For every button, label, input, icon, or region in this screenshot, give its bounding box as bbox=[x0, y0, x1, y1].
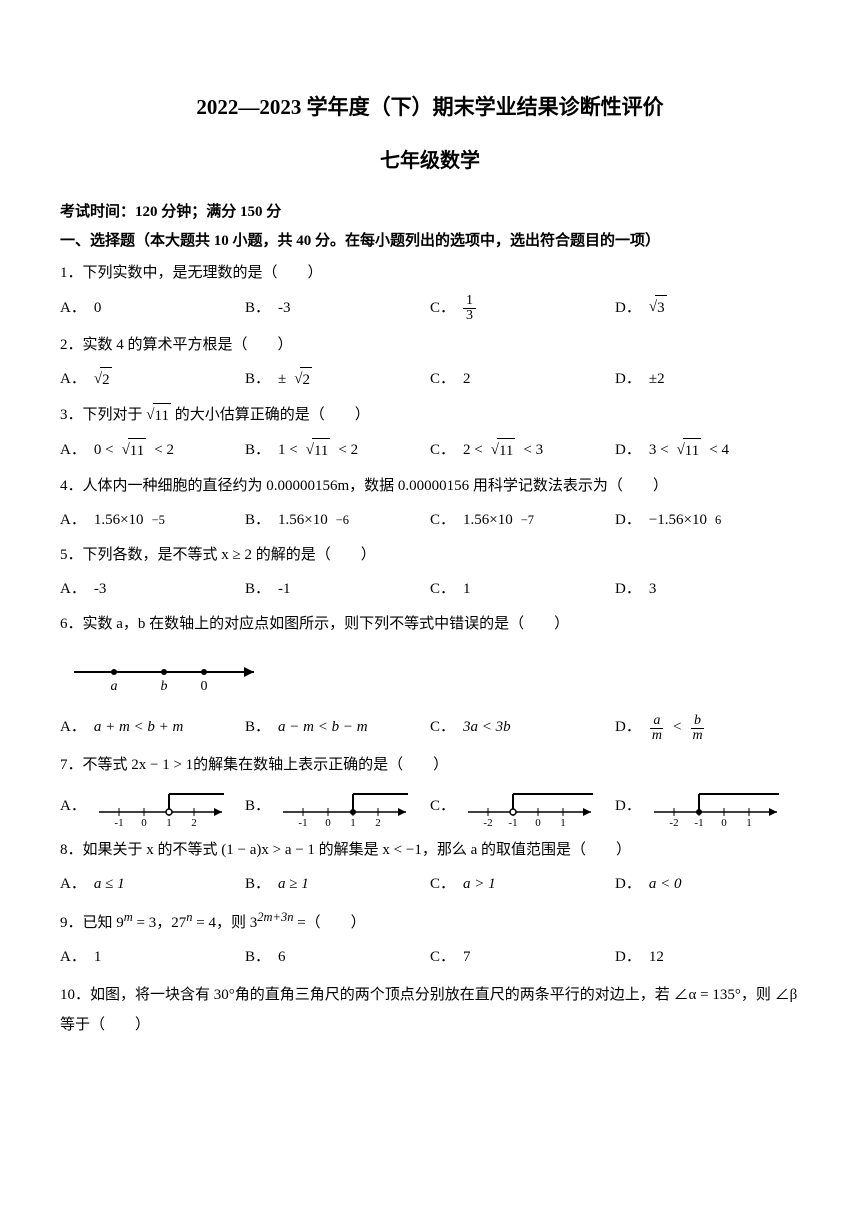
svg-text:b: b bbox=[161, 679, 168, 694]
q4-opt-d: D．−1.56×106 bbox=[615, 508, 800, 534]
q6-opt-a: A．a + m < b + m bbox=[60, 715, 245, 741]
q1-opt-b: B．-3 bbox=[245, 296, 430, 322]
sqrt-icon: √11 bbox=[491, 438, 516, 465]
svg-text:-2: -2 bbox=[483, 817, 492, 828]
sqrt-icon: √11 bbox=[122, 438, 147, 465]
svg-text:1: 1 bbox=[350, 817, 356, 828]
svg-text:2: 2 bbox=[191, 817, 197, 828]
q5-opt-c: C．1 bbox=[430, 577, 615, 603]
q9-opt-c: C．7 bbox=[430, 945, 615, 971]
q7-opt-b: B． -1 0 1 2 bbox=[245, 786, 430, 828]
q2-opt-a: A． √2 bbox=[60, 367, 245, 394]
q8-stem: 8．如果关于 x 的不等式 (1 − a)x > a − 1 的解集是 x < … bbox=[60, 838, 800, 864]
q5-opt-d: D．3 bbox=[615, 577, 800, 603]
q4-opt-a: A．1.56×10−5 bbox=[60, 508, 245, 534]
numberline-b-icon: -1 0 1 2 bbox=[278, 786, 413, 828]
q2-opt-b: B． ± √2 bbox=[245, 367, 430, 394]
q3-opt-b: B． 1 < √11 < 2 bbox=[245, 438, 430, 465]
section-header: 一、选择题（本大题共 10 小题，共 40 分。在每小题列出的选项中，选出符合题… bbox=[60, 229, 800, 255]
q7-stem: 7．不等式 2x − 1 > 1的解集在数轴上表示正确的是（ ） bbox=[60, 753, 800, 779]
q5-opt-a: A．-3 bbox=[60, 577, 245, 603]
q3-opt-d: D． 3 < √11 < 4 bbox=[615, 438, 800, 465]
svg-text:2: 2 bbox=[375, 817, 381, 828]
q3-opt-c: C． 2 < √11 < 3 bbox=[430, 438, 615, 465]
q6-opt-d: D． a m < b m bbox=[615, 714, 800, 743]
q9-opt-a: A．1 bbox=[60, 945, 245, 971]
fraction-icon: a m bbox=[649, 714, 665, 743]
svg-text:1: 1 bbox=[560, 817, 566, 828]
q4-options: A．1.56×10−5 B．1.56×10−6 C．1.56×10−7 D．−1… bbox=[60, 508, 800, 534]
q7-options: A． -1 0 1 2 B． -1 0 bbox=[60, 786, 800, 828]
q1-opt-a: A．0 bbox=[60, 296, 245, 322]
svg-text:1: 1 bbox=[746, 817, 752, 828]
sqrt-icon: √11 bbox=[677, 438, 702, 465]
q9-opt-b: B．6 bbox=[245, 945, 430, 971]
title-main: 2022—2023 学年度（下）期末学业结果诊断性评价 bbox=[60, 90, 800, 126]
q8-opt-b: B．a ≥ 1 bbox=[245, 872, 430, 898]
q4-opt-c: C．1.56×10−7 bbox=[430, 508, 615, 534]
q1-opt-c: C． 1 3 bbox=[430, 294, 615, 323]
q3-options: A． 0 < √11 < 2 B． 1 < √11 < 2 C． 2 < √11… bbox=[60, 438, 800, 465]
svg-text:0: 0 bbox=[201, 679, 208, 694]
sqrt-icon: √2 bbox=[294, 367, 312, 394]
q7-opt-d: D． -2 -1 0 1 bbox=[615, 786, 800, 828]
q9-opt-d: D．12 bbox=[615, 945, 800, 971]
svg-text:0: 0 bbox=[141, 817, 147, 828]
svg-text:0: 0 bbox=[721, 817, 727, 828]
q2-opt-d: D．±2 bbox=[615, 367, 800, 393]
q2-opt-c: C．2 bbox=[430, 367, 615, 393]
q4-stem: 4．人体内一种细胞的直径约为 0.00000156m，数据 0.00000156… bbox=[60, 474, 800, 500]
q6-stem: 6．实数 a，b 在数轴上的对应点如图所示，则下列不等式中错误的是（ ） bbox=[60, 612, 800, 638]
svg-text:0: 0 bbox=[325, 817, 331, 828]
q5-options: A．-3 B．-1 C．1 D．3 bbox=[60, 577, 800, 603]
sqrt-icon: √3 bbox=[649, 295, 667, 322]
svg-text:a: a bbox=[111, 679, 118, 694]
q9-options: A．1 B．6 C．7 D．12 bbox=[60, 945, 800, 971]
sqrt-icon: √11 bbox=[306, 438, 331, 465]
exam-info: 考试时间：120 分钟；满分 150 分 bbox=[60, 200, 800, 226]
q2-options: A． √2 B． ± √2 C．2 D．±2 bbox=[60, 367, 800, 394]
q1-opt-d: D． √3 bbox=[615, 295, 800, 322]
q3-opt-a: A． 0 < √11 < 2 bbox=[60, 438, 245, 465]
svg-text:-1: -1 bbox=[298, 817, 307, 828]
svg-text:-1: -1 bbox=[694, 817, 703, 828]
numberline-d-icon: -2 -1 0 1 bbox=[649, 786, 784, 828]
q9-stem: 9．已知 9m = 3，27n = 4，则 32m+3n =（ ） bbox=[60, 907, 800, 937]
numberline-c-icon: -2 -1 0 1 bbox=[463, 786, 598, 828]
title-sub: 七年级数学 bbox=[60, 144, 800, 178]
svg-text:-2: -2 bbox=[669, 817, 678, 828]
q5-stem: 5．下列各数，是不等式 x ≥ 2 的解的是（ ） bbox=[60, 543, 800, 569]
fraction-icon: 1 3 bbox=[463, 294, 476, 323]
q1-options: A．0 B．-3 C． 1 3 D． √3 bbox=[60, 294, 800, 323]
q7-opt-c: C． -2 -1 0 1 bbox=[430, 786, 615, 828]
q6-opt-b: B．a − m < b − m bbox=[245, 715, 430, 741]
q4-opt-b: B．1.56×10−6 bbox=[245, 508, 430, 534]
q5-opt-b: B．-1 bbox=[245, 577, 430, 603]
q3-stem: 3．下列对于 √11 的大小估算正确的是（ ） bbox=[60, 403, 800, 430]
sqrt-icon: √2 bbox=[94, 367, 112, 394]
q8-opt-a: A．a ≤ 1 bbox=[60, 872, 245, 898]
q6-opt-c: C．3a < 3b bbox=[430, 715, 615, 741]
q7-opt-a: A． -1 0 1 2 bbox=[60, 786, 245, 828]
svg-text:1: 1 bbox=[166, 817, 172, 828]
q10-stem: 10．如图，将一块含有 30°角的直角三角尺的两个顶点分别放在直尺的两条平行的对… bbox=[60, 980, 800, 1040]
svg-text:-1: -1 bbox=[114, 817, 123, 828]
q2-stem: 2．实数 4 的算术平方根是（ ） bbox=[60, 333, 800, 359]
sqrt-icon: √11 bbox=[146, 403, 171, 430]
q1-stem: 1．下列实数中，是无理数的是（ ） bbox=[60, 261, 800, 287]
fraction-icon: b m bbox=[689, 714, 705, 743]
q8-opt-d: D．a < 0 bbox=[615, 872, 800, 898]
numberline-a-icon: -1 0 1 2 bbox=[94, 786, 229, 828]
q6-options: A．a + m < b + m B．a − m < b − m C．3a < 3… bbox=[60, 714, 800, 743]
q8-options: A．a ≤ 1 B．a ≥ 1 C．a > 1 D．a < 0 bbox=[60, 872, 800, 898]
svg-text:0: 0 bbox=[535, 817, 541, 828]
q8-opt-c: C．a > 1 bbox=[430, 872, 615, 898]
q6-numberline-icon: a b 0 bbox=[64, 654, 264, 694]
svg-text:-1: -1 bbox=[508, 817, 517, 828]
